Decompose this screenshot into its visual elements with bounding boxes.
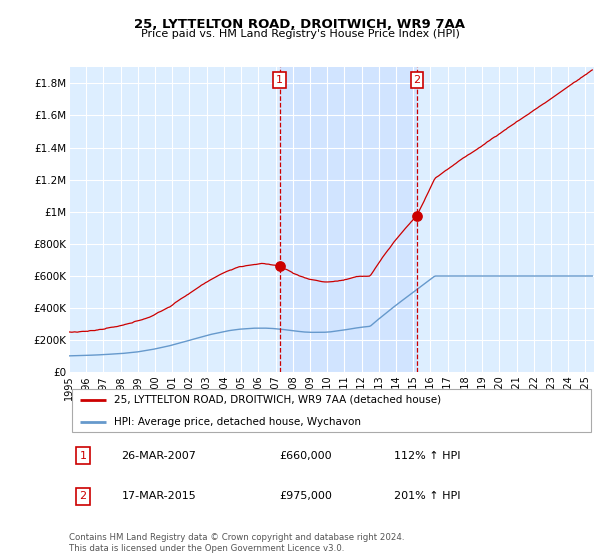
Point: [275, 262, 284, 271]
Text: £660,000: £660,000: [279, 451, 332, 461]
Text: Price paid vs. HM Land Registry's House Price Index (HPI): Price paid vs. HM Land Registry's House …: [140, 29, 460, 39]
Text: 1: 1: [79, 451, 86, 461]
Text: HPI: Average price, detached house, Wychavon: HPI: Average price, detached house, Wych…: [113, 417, 361, 427]
Text: 25, LYTTELTON ROAD, DROITWICH, WR9 7AA (detached house): 25, LYTTELTON ROAD, DROITWICH, WR9 7AA (…: [113, 395, 441, 405]
Point: [412, 211, 422, 220]
Text: 2: 2: [79, 491, 86, 501]
Text: 112% ↑ HPI: 112% ↑ HPI: [395, 451, 461, 461]
FancyBboxPatch shape: [71, 389, 592, 432]
Text: 2: 2: [413, 75, 421, 85]
Text: £975,000: £975,000: [279, 491, 332, 501]
Text: Contains HM Land Registry data © Crown copyright and database right 2024.
This d: Contains HM Land Registry data © Crown c…: [69, 533, 404, 553]
Text: 201% ↑ HPI: 201% ↑ HPI: [395, 491, 461, 501]
Text: 17-MAR-2015: 17-MAR-2015: [121, 491, 196, 501]
Text: 1: 1: [276, 75, 283, 85]
Text: 26-MAR-2007: 26-MAR-2007: [121, 451, 196, 461]
Text: 25, LYTTELTON ROAD, DROITWICH, WR9 7AA: 25, LYTTELTON ROAD, DROITWICH, WR9 7AA: [134, 18, 466, 31]
Bar: [280, 67, 417, 372]
